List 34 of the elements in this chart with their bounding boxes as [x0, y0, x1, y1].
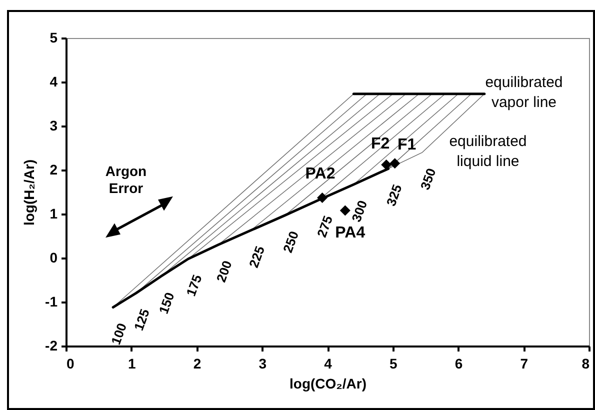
y-tick-label: -2: [45, 338, 58, 354]
annotation: 225: [246, 244, 268, 270]
annotation: 100: [108, 321, 130, 347]
annotation: 250: [280, 229, 302, 255]
annotation: 325: [383, 182, 405, 208]
x-tick-label: 1: [128, 356, 136, 372]
x-tick-label: 0: [66, 356, 74, 372]
x-tick-label: 3: [258, 356, 267, 372]
annotation: equilibrated vapor line: [485, 73, 563, 113]
y-tick-label: 3: [50, 118, 58, 134]
y-tick-label: 0: [50, 250, 58, 266]
y-tick-label: -1: [45, 294, 58, 310]
annotation: equilibrated liquid line: [449, 132, 527, 172]
y-tick-label: 5: [50, 30, 58, 46]
x-tick-label: 5: [389, 356, 398, 372]
x-tick-label: 2: [193, 356, 202, 372]
annotation: PA4: [335, 224, 366, 242]
x-tick-label: 4: [324, 356, 332, 372]
annotation: 150: [156, 290, 178, 316]
x-axis-title: log(CO₂/Ar): [290, 376, 366, 392]
y-tick-label: 1: [50, 206, 58, 222]
x-tick-label: 7: [520, 356, 528, 372]
annotation: 275: [314, 214, 336, 240]
annotation: 200: [213, 258, 235, 284]
x-tick-label: 8: [582, 356, 590, 372]
annotation: 175: [183, 272, 205, 298]
annotation: 125: [130, 307, 152, 333]
y-tick-label: 2: [50, 162, 58, 178]
x-tick-label: 6: [454, 356, 463, 372]
annotation: Argon Error: [105, 163, 147, 197]
y-axis-title: log(H₂/Ar): [21, 159, 38, 226]
y-tick-label: 4: [50, 74, 58, 90]
annotation: 350: [417, 166, 439, 192]
annotation: 300: [348, 198, 370, 224]
